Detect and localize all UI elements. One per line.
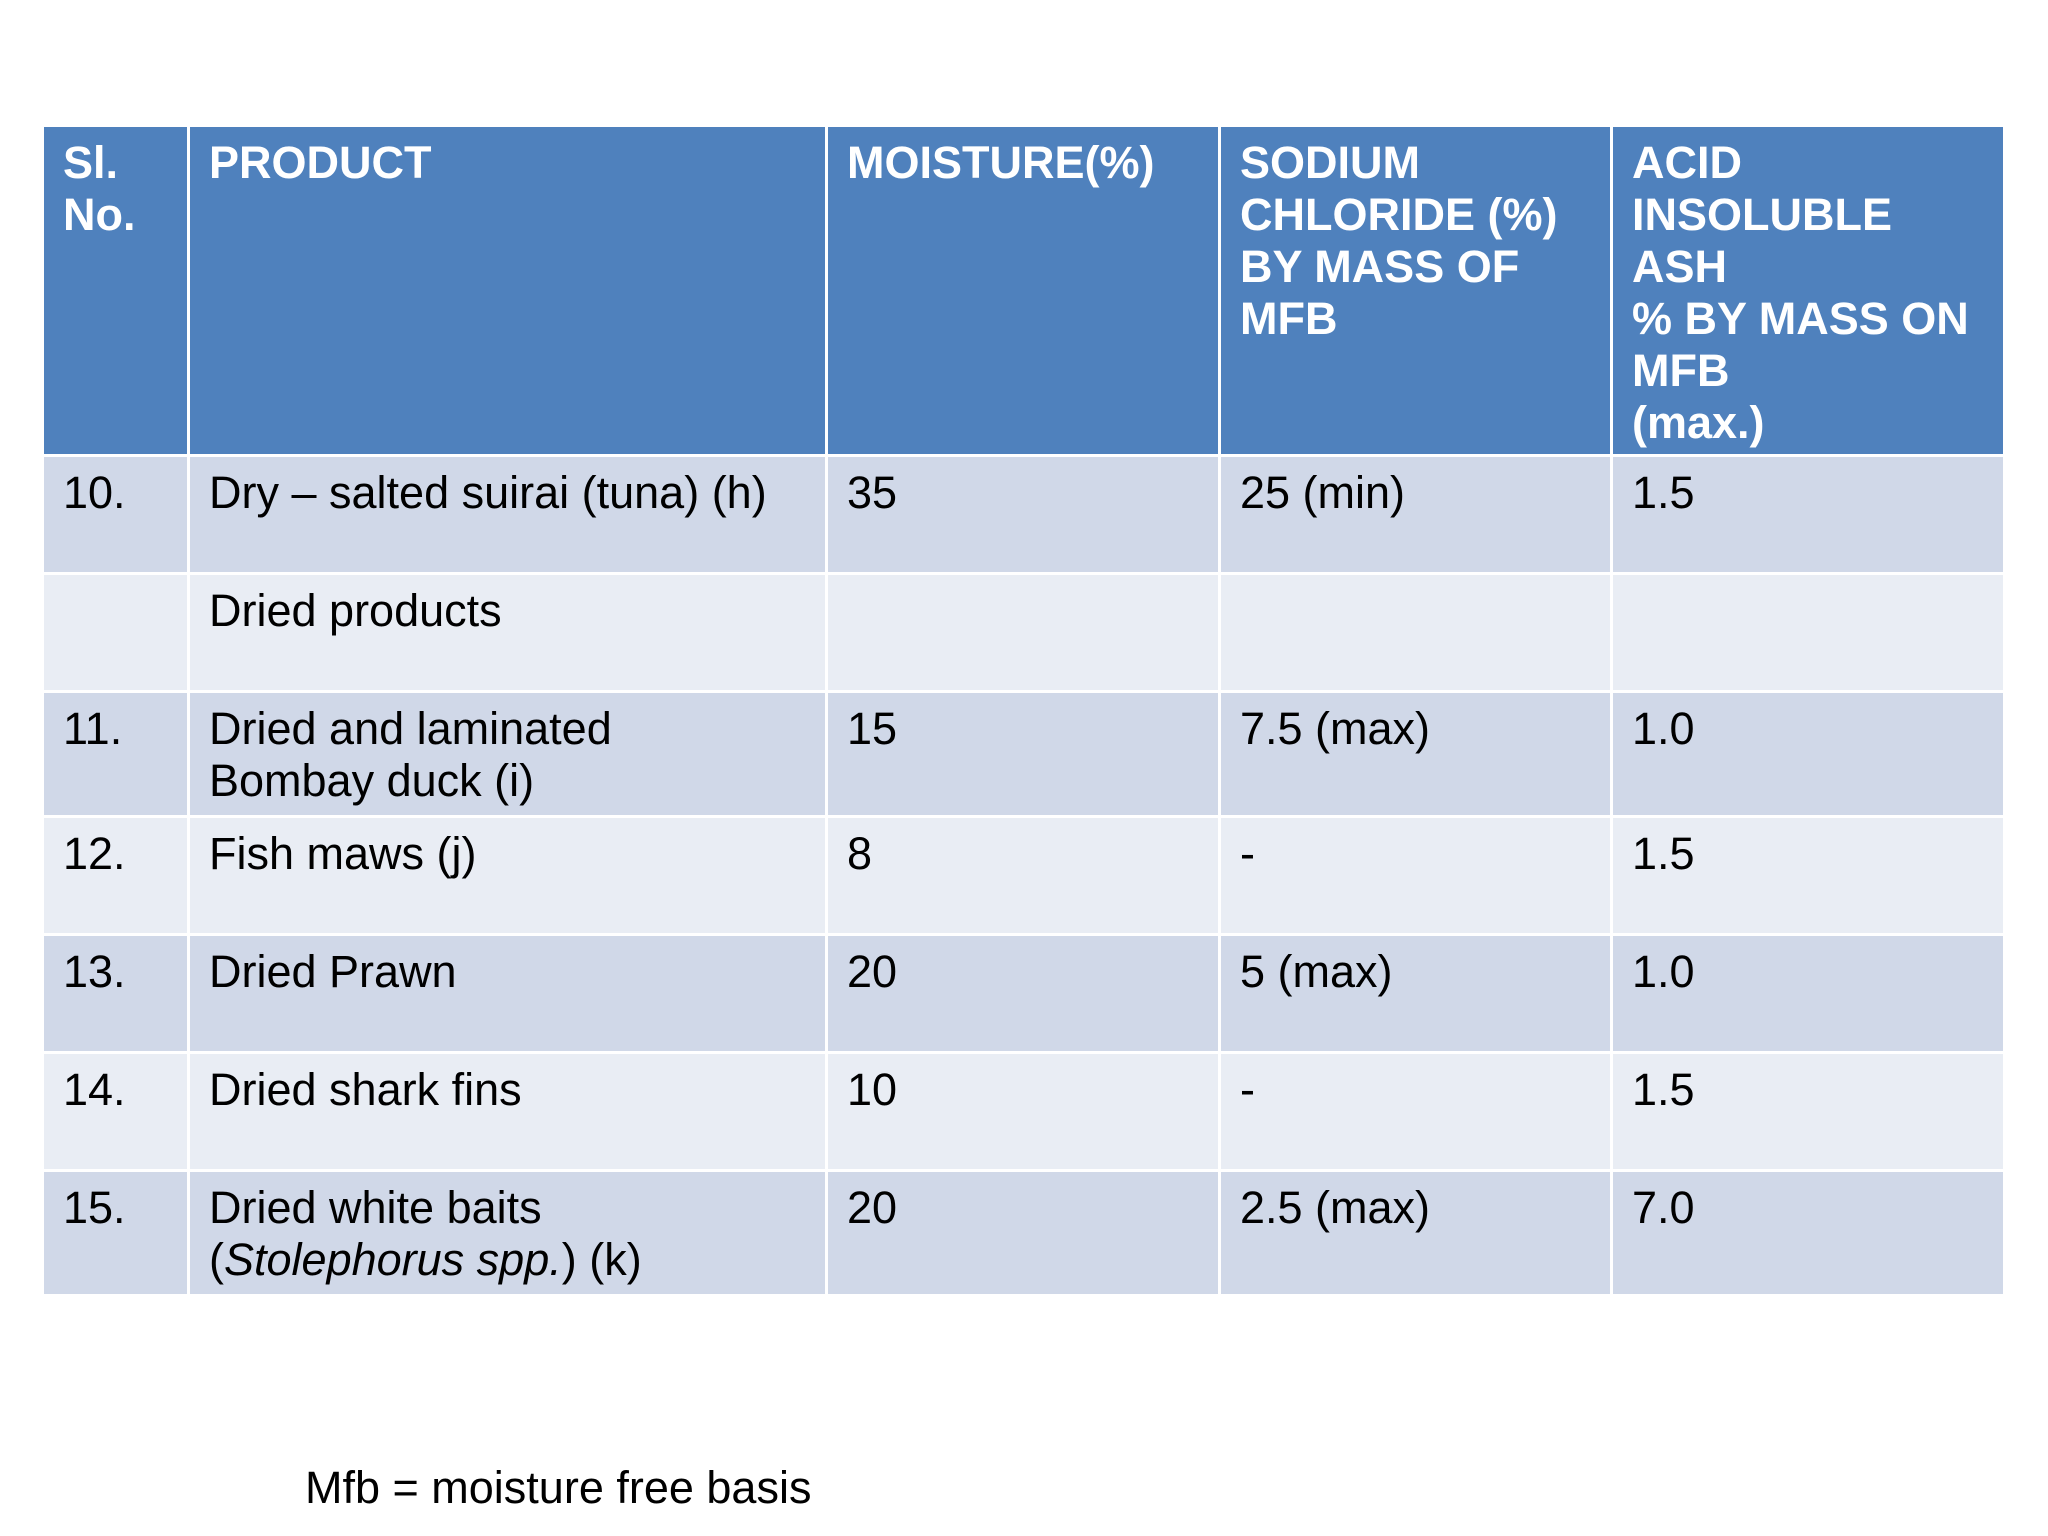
cell-acid-insoluble-ash: 1.5 bbox=[1610, 454, 2006, 575]
cell-sl-no: 15. bbox=[41, 1169, 190, 1297]
cell-moisture bbox=[825, 572, 1221, 693]
cell-acid-insoluble-ash: 1.5 bbox=[1610, 815, 2006, 936]
header-moisture: MOISTURE(%) bbox=[825, 124, 1221, 457]
table-row: 12. Fish maws (j) 8 - 1.5 bbox=[41, 815, 2006, 936]
footnote: Mfb = moisture free basis bbox=[305, 1462, 812, 1513]
cell-moisture: 15 bbox=[825, 690, 1221, 818]
table-row: 10. Dry – salted suirai (tuna) (h) 35 25… bbox=[41, 454, 2006, 575]
cell-moisture: 35 bbox=[825, 454, 1221, 575]
scientific-name: Stolephorus spp. bbox=[224, 1234, 562, 1285]
cell-sodium-chloride: 25 (min) bbox=[1218, 454, 1613, 575]
cell-moisture: 8 bbox=[825, 815, 1221, 936]
cell-product: Dry – salted suirai (tuna) (h) bbox=[187, 454, 828, 575]
cell-sodium-chloride: 5 (max) bbox=[1218, 933, 1613, 1054]
cell-product: Dried and laminated Bombay duck (i) bbox=[187, 690, 828, 818]
cell-product: Dried white baits (Stolephorus spp.) (k) bbox=[187, 1169, 828, 1297]
cell-sodium-chloride bbox=[1218, 572, 1613, 693]
cell-acid-insoluble-ash bbox=[1610, 572, 2006, 693]
table-row: 13. Dried Prawn 20 5 (max) 1.0 bbox=[41, 933, 2006, 1054]
cell-sodium-chloride: 7.5 (max) bbox=[1218, 690, 1613, 818]
cell-sl-no: 13. bbox=[41, 933, 190, 1054]
header-sodium-chloride: SODIUM CHLORIDE (%) BY MASS OF MFB bbox=[1218, 124, 1613, 457]
cell-sl-no: 11. bbox=[41, 690, 190, 818]
header-product: PRODUCT bbox=[187, 124, 828, 457]
table-row: Dried products bbox=[41, 572, 2006, 693]
cell-product: Fish maws (j) bbox=[187, 815, 828, 936]
header-sl-no: Sl. No. bbox=[41, 124, 190, 457]
cell-sl-no: 10. bbox=[41, 454, 190, 575]
cell-sl-no bbox=[41, 572, 190, 693]
cell-product: Dried products bbox=[187, 572, 828, 693]
table-row: 15. Dried white baits (Stolephorus spp.)… bbox=[41, 1169, 2006, 1297]
cell-moisture: 20 bbox=[825, 933, 1221, 1054]
cell-sodium-chloride: 2.5 (max) bbox=[1218, 1169, 1613, 1297]
cell-moisture: 10 bbox=[825, 1051, 1221, 1172]
header-acid-insoluble-ash: ACID INSOLUBLE ASH % BY MASS ON MFB (max… bbox=[1610, 124, 2006, 457]
header-row: Sl. No. PRODUCT MOISTURE(%) SODIUM CHLOR… bbox=[41, 124, 2006, 457]
composition-table: Sl. No. PRODUCT MOISTURE(%) SODIUM CHLOR… bbox=[41, 124, 2006, 1297]
cell-product: Dried shark fins bbox=[187, 1051, 828, 1172]
cell-acid-insoluble-ash: 1.0 bbox=[1610, 690, 2006, 818]
cell-sodium-chloride: - bbox=[1218, 815, 1613, 936]
table-row: 14. Dried shark fins 10 - 1.5 bbox=[41, 1051, 2006, 1172]
cell-sodium-chloride: - bbox=[1218, 1051, 1613, 1172]
cell-acid-insoluble-ash: 7.0 bbox=[1610, 1169, 2006, 1297]
cell-acid-insoluble-ash: 1.0 bbox=[1610, 933, 2006, 1054]
product-line-scientific: (Stolephorus spp.) (k) bbox=[209, 1234, 642, 1285]
table-row: 11. Dried and laminated Bombay duck (i) … bbox=[41, 690, 2006, 818]
cell-sl-no: 14. bbox=[41, 1051, 190, 1172]
cell-acid-insoluble-ash: 1.5 bbox=[1610, 1051, 2006, 1172]
cell-sl-no: 12. bbox=[41, 815, 190, 936]
cell-moisture: 20 bbox=[825, 1169, 1221, 1297]
cell-product: Dried Prawn bbox=[187, 933, 828, 1054]
